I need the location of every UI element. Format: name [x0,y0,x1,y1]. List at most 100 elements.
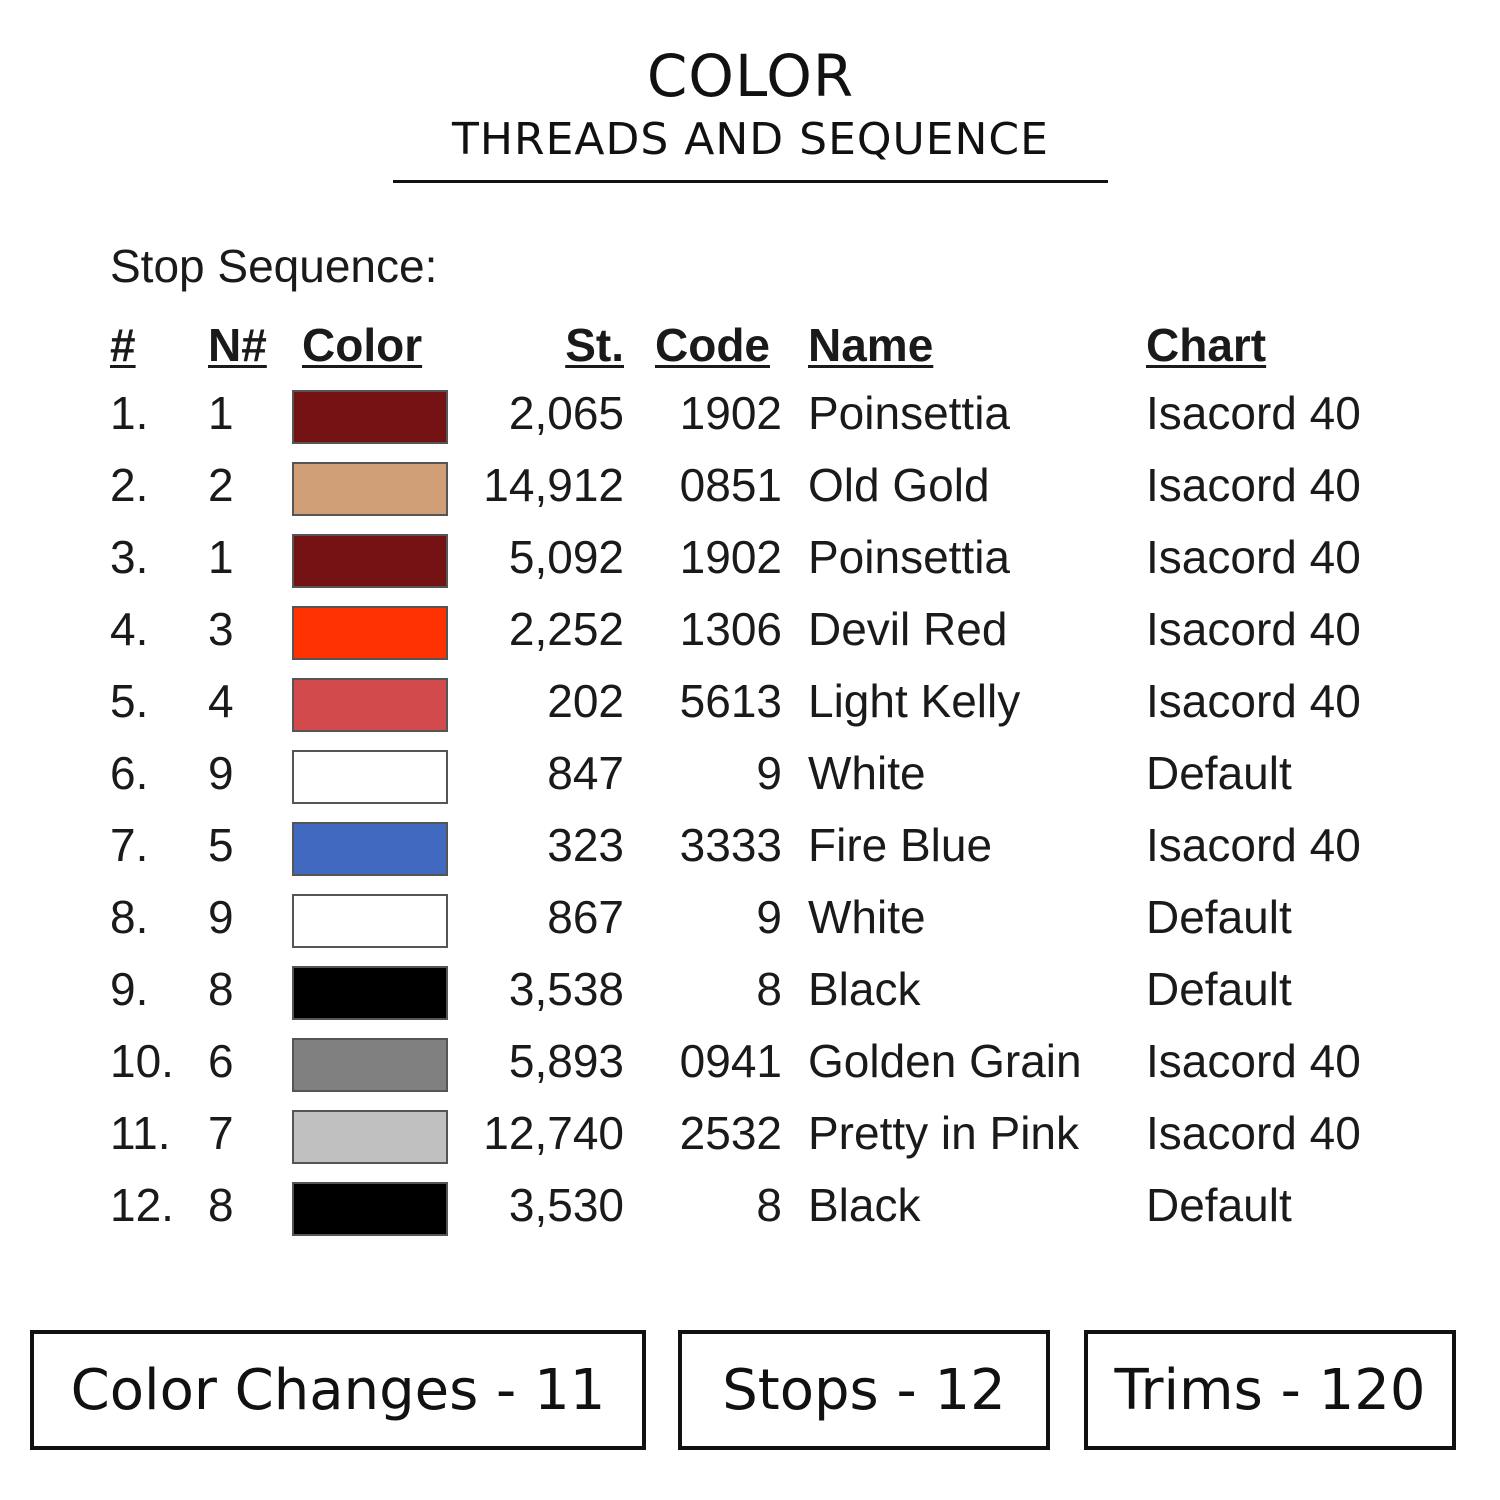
row-stitches: 867 [547,891,624,943]
table-row: 5. 4 202 5613 Light Kelly Isacord 40 [0,668,1500,740]
color-swatch [292,462,448,516]
row-name: White [808,891,926,943]
color-swatch [292,390,448,444]
row-chart: Default [1146,1179,1292,1231]
row-code: 1306 [679,603,782,655]
row-number: 6. [110,747,149,799]
row-name: Black [808,963,921,1015]
table-row: 11. 7 12,740 2532 Pretty in Pink Isacord 40 [0,1100,1500,1172]
row-stitches: 3,538 [508,963,624,1015]
column-header-number: # [110,319,136,371]
row-chart: Default [1146,963,1292,1015]
row-stitches: 5,893 [508,1035,624,1087]
color-swatch [292,678,448,732]
row-needle: 2 [208,459,234,511]
row-stitches: 5,092 [508,531,624,583]
row-needle: 7 [208,1107,234,1159]
row-stitches: 14,912 [483,459,624,511]
row-code: 9 [756,747,782,799]
row-number: 8. [110,891,149,943]
row-code: 3333 [679,819,782,871]
table-row: 9. 8 3,538 8 Black Default [0,956,1500,1028]
table-row: 8. 9 867 9 White Default [0,884,1500,956]
table-row: 3. 1 5,092 1902 Poinsettia Isacord 40 [0,524,1500,596]
row-needle: 5 [208,819,234,871]
row-chart: Isacord 40 [1146,387,1361,439]
row-code: 8 [756,963,782,1015]
row-name: Poinsettia [808,531,1011,583]
column-header-needle: N# [208,319,267,371]
row-stitches: 202 [547,675,624,727]
row-number: 3. [110,531,149,583]
color-swatch [292,534,448,588]
row-needle: 1 [208,531,234,583]
row-chart: Isacord 40 [1146,531,1361,583]
row-needle: 4 [208,675,234,727]
thread-table: # N# Color St. Code Name Chart 1. 1 2,065 1… [0,312,1500,1244]
stop-sequence-label: Stop Sequence: [110,240,438,292]
page-title: COLOR [646,42,855,110]
column-header-name: Name [808,319,934,371]
column-header-stitches: St. [565,319,624,371]
row-chart: Isacord 40 [1146,1107,1361,1159]
column-header-color: Color [302,319,423,371]
row-needle: 8 [208,1179,234,1231]
color-changes-box: Color Changes - 11 [30,1330,646,1450]
row-name: Light Kelly [808,675,1021,727]
row-code: 9 [756,891,782,943]
stops-box: Stops - 12 [678,1330,1050,1450]
table-body: 1. 1 2,065 1902 Poinsettia Isacord 40 2. 2 14,91… [0,380,1500,1244]
color-swatch [292,1110,448,1164]
trims-box: Trims - 120 [1084,1330,1456,1450]
row-needle: 9 [208,747,234,799]
table-row: 7. 5 323 3333 Fire Blue Isacord 40 [0,812,1500,884]
row-name: Black [808,1179,921,1231]
color-swatch [292,750,448,804]
row-chart: Isacord 40 [1146,459,1361,511]
row-stitches: 2,065 [508,387,624,439]
header-divider [393,180,1108,183]
color-swatch [292,966,448,1020]
table-row: 6. 9 847 9 White Default [0,740,1500,812]
row-number: 12. [110,1179,174,1231]
row-code: 5613 [679,675,782,727]
table-header-row: # N# Color St. Code Name Chart [0,312,1500,380]
row-stitches: 323 [547,819,624,871]
table-row: 2. 2 14,912 0851 Old Gold Isacord 40 [0,452,1500,524]
row-number: 10. [110,1035,174,1087]
row-code: 8 [756,1179,782,1231]
row-number: 11. [110,1107,171,1159]
row-number: 1. [110,387,149,439]
row-stitches: 847 [547,747,624,799]
row-chart: Isacord 40 [1146,675,1361,727]
row-needle: 8 [208,963,234,1015]
header: COLOR THREADS AND SEQUENCE [393,40,1108,183]
row-number: 4. [110,603,149,655]
row-name: Devil Red [808,603,1008,655]
row-name: Poinsettia [808,387,1011,439]
row-number: 5. [110,675,149,727]
row-name: Fire Blue [808,819,993,871]
row-chart: Isacord 40 [1146,819,1361,871]
row-name: White [808,747,926,799]
row-needle: 1 [208,387,234,439]
column-header-code: Code [655,319,770,371]
row-chart: Default [1146,747,1292,799]
table-row: 1. 1 2,065 1902 Poinsettia Isacord 40 [0,380,1500,452]
column-header-chart: Chart [1146,319,1267,371]
row-code: 1902 [679,531,782,583]
row-code: 0851 [679,459,782,511]
row-code: 0941 [679,1035,782,1087]
color-swatch [292,1182,448,1236]
row-chart: Isacord 40 [1146,1035,1361,1087]
row-number: 7. [110,819,149,871]
page-subtitle: THREADS AND SEQUENCE [452,114,1049,165]
row-chart: Isacord 40 [1146,603,1361,655]
row-stitches: 2,252 [508,603,624,655]
row-stitches: 12,740 [483,1107,624,1159]
row-needle: 9 [208,891,234,943]
table-row: 4. 3 2,252 1306 Devil Red Isacord 40 [0,596,1500,668]
table-row: 12. 8 3,530 8 Black Default [0,1172,1500,1244]
row-name: Golden Grain [808,1035,1082,1087]
row-needle: 3 [208,603,234,655]
